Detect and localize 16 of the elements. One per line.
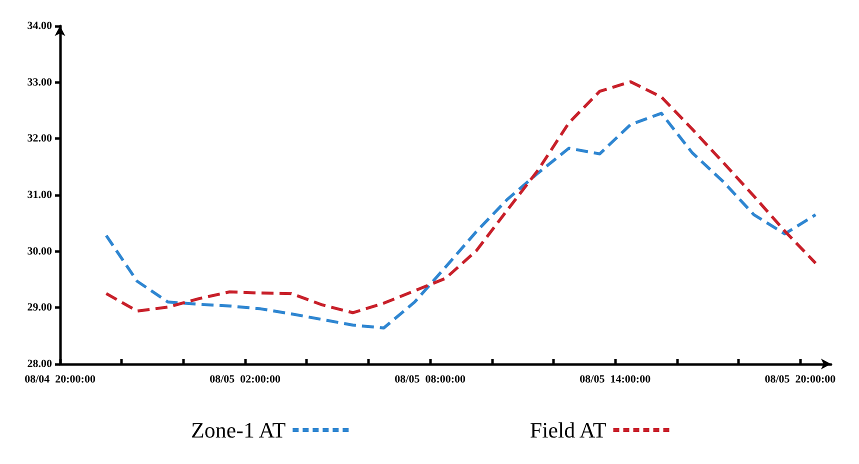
y-tick-label: 32.00 [27, 132, 52, 145]
y-tick-label: 33.00 [27, 76, 52, 88]
x-tick-label: 08/05 14:00:00 [580, 374, 652, 386]
legend-label: Zone-1 AT [190, 418, 286, 442]
y-tick-label: 29.00 [27, 302, 52, 314]
y-tick-label: 31.00 [27, 189, 52, 201]
x-tick-label: 08/05 02:00:00 [210, 374, 281, 386]
line-series [104, 112, 818, 330]
x-tick-label: 08/05 08:00:00 [394, 374, 466, 386]
x-tick-label: 08/04 20:00:00 [24, 374, 96, 386]
y-tick-label: 28.00 [27, 358, 52, 370]
y-tick-label: 34.00 [27, 20, 52, 32]
line-series [104, 80, 818, 314]
y-tick-label: 30.00 [27, 245, 52, 258]
legend-label: Field AT [530, 418, 607, 442]
x-tick-label: 08/05 20:00:00 [764, 374, 836, 386]
